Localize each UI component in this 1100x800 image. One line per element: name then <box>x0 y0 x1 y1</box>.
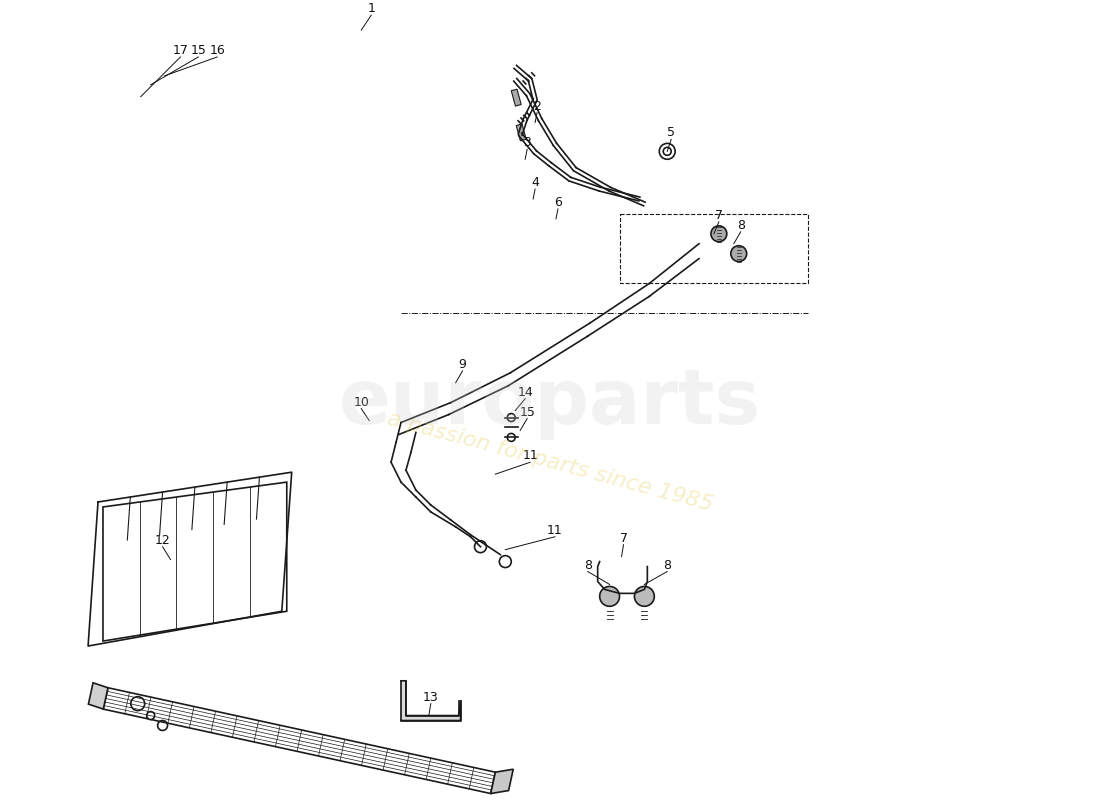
Text: 1: 1 <box>367 2 375 15</box>
Text: 17: 17 <box>173 44 188 57</box>
Text: 8: 8 <box>737 218 745 232</box>
Polygon shape <box>88 682 108 709</box>
Text: 6: 6 <box>554 196 562 209</box>
Text: 8: 8 <box>663 558 671 571</box>
Circle shape <box>131 697 145 710</box>
Text: 15: 15 <box>519 406 535 418</box>
Text: europarts: europarts <box>339 366 761 440</box>
Polygon shape <box>402 681 461 721</box>
Text: 4: 4 <box>531 176 539 189</box>
Text: 3: 3 <box>524 136 531 150</box>
Text: 13: 13 <box>422 690 439 704</box>
Text: 16: 16 <box>209 44 226 57</box>
Bar <box>516 124 526 141</box>
Circle shape <box>635 586 654 606</box>
Text: 10: 10 <box>353 396 370 409</box>
Circle shape <box>600 586 619 606</box>
Text: 12: 12 <box>155 534 170 546</box>
Bar <box>512 89 521 106</box>
Text: 8: 8 <box>584 558 592 571</box>
Circle shape <box>146 711 155 719</box>
Circle shape <box>711 226 727 242</box>
Text: 14: 14 <box>517 386 534 398</box>
Circle shape <box>730 246 747 262</box>
Polygon shape <box>491 770 514 794</box>
Text: 15: 15 <box>190 44 207 57</box>
Text: 11: 11 <box>522 450 538 462</box>
Text: 5: 5 <box>668 126 675 139</box>
Text: 2: 2 <box>534 99 541 113</box>
Text: 7: 7 <box>619 532 627 545</box>
Text: a passion for parts since 1985: a passion for parts since 1985 <box>385 409 715 515</box>
Text: 9: 9 <box>459 358 466 371</box>
Text: 7: 7 <box>715 209 723 222</box>
Text: 11: 11 <box>547 524 563 537</box>
